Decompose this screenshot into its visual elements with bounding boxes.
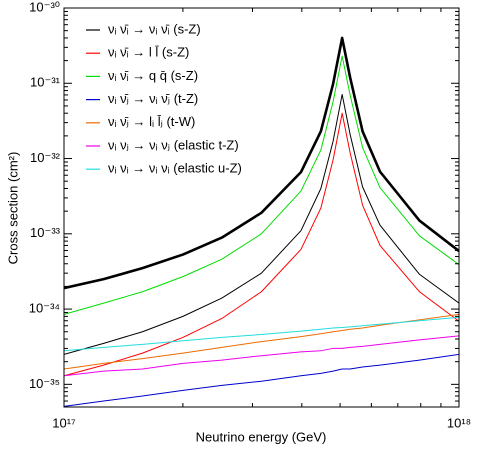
legend-label: νᵢ ν̄ᵢ → q q̄ (s-Z) [108,68,198,83]
legend-label: νᵢ ν̄ⱼ → lᵢ l̄ⱼ (t-W) [108,114,195,129]
series-line [64,112,459,377]
series-line [64,335,459,377]
plot-area [64,36,459,407]
legend-label: νᵢ νⱼ → νᵢ νⱼ (elastic t-Z) [108,137,239,152]
series-line [64,55,459,315]
series-line [64,316,459,352]
legend-label: νᵢ νᵢ → νᵢ νᵢ (elastic u-Z) [108,161,242,176]
y-tick-label: 10⁻³¹ [30,75,61,90]
y-tick-label: 10⁻³² [30,150,61,165]
series-line [64,353,459,407]
y-axis-label: Cross section (cm²) [5,152,20,265]
y-tick-label: 10⁻³⁵ [29,376,60,391]
x-tick-label: 10¹⁷ [52,415,76,430]
x-axis-label: Neutrino energy (GeV) [196,429,327,444]
legend-label: νᵢ ν̄ⱼ → νᵢ ν̄ⱼ (t-Z) [108,91,198,106]
legend-label: νᵢ ν̄ᵢ → νᵢ ν̄ᵢ (s-Z) [108,21,201,36]
x-tick-label: 10¹⁸ [447,415,471,430]
plot-frame [63,7,460,408]
series-line [64,93,459,355]
y-tick-label: 10⁻³⁴ [29,301,60,316]
legend-label: νᵢ ν̄ᵢ → l l̄ (s-Z) [108,45,189,60]
series-line [64,36,459,290]
series-line [64,313,459,370]
y-tick-label: 10⁻³³ [30,225,61,240]
y-tick-label: 10⁻³⁰ [29,0,60,14]
